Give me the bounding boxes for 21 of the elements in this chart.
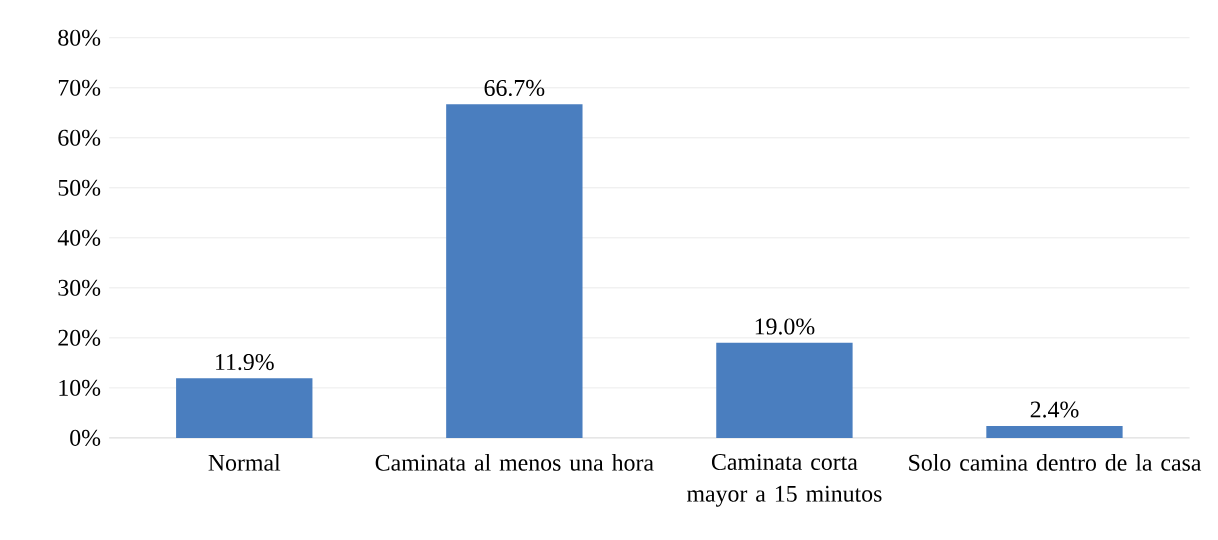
y-tick-label: 0% bbox=[70, 429, 101, 446]
y-tick-label: 60% bbox=[58, 129, 101, 146]
data-label: 11.9% bbox=[216, 353, 274, 371]
x-tick-label: Normal bbox=[208, 453, 281, 471]
bar bbox=[446, 104, 583, 438]
data-label: 2.4% bbox=[1030, 401, 1079, 418]
y-tick-label: 10% bbox=[59, 379, 101, 396]
bar bbox=[986, 425, 1123, 438]
x-tick-label: Caminata corta mayor a 15 minutos bbox=[686, 453, 882, 507]
y-tick-label: 70% bbox=[58, 79, 101, 96]
y-tick-label: 20% bbox=[58, 329, 101, 346]
x-tick-label: Solo camina dentro de la casa bbox=[909, 453, 1202, 471]
y-tick-label: 30% bbox=[58, 279, 101, 296]
y-tick-label: 50% bbox=[58, 179, 101, 196]
bar bbox=[176, 378, 313, 438]
data-label: 19.0% bbox=[755, 318, 815, 335]
y-tick-label: 40% bbox=[57, 229, 101, 246]
y-tick-label: 80% bbox=[58, 29, 101, 46]
x-tick-label: Caminata al menos una hora bbox=[375, 453, 654, 471]
bar bbox=[716, 342, 853, 438]
data-label: 66.7% bbox=[484, 79, 545, 96]
